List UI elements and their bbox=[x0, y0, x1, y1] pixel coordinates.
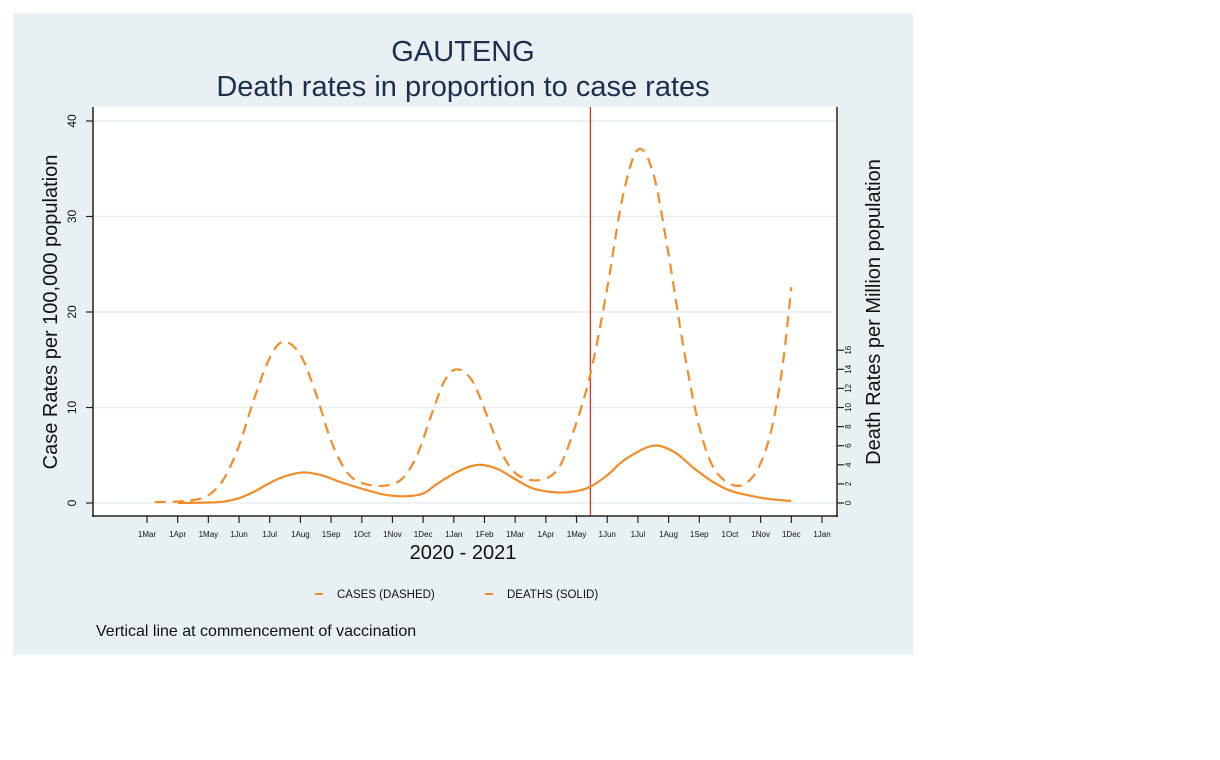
deaths-line bbox=[177, 444, 792, 505]
chart-note: Vertical line at commencement of vaccina… bbox=[96, 623, 416, 640]
x-tick-label: 1Sep bbox=[690, 530, 709, 539]
x-tick-label: 1Jun bbox=[599, 530, 616, 539]
y-right-tick-label: 14 bbox=[844, 364, 853, 373]
y-tick-label: 10 bbox=[65, 401, 79, 415]
y-axis-left-title: Case Rates per 100,000 population bbox=[40, 155, 62, 470]
y-right-tick-label: 6 bbox=[844, 443, 853, 448]
x-tick-label: 1Feb bbox=[475, 530, 494, 539]
x-tick-label: 1Sep bbox=[322, 530, 341, 539]
series-group bbox=[154, 147, 793, 505]
x-tick-label: 1Aug bbox=[659, 530, 678, 539]
x-tick-label: 1Jun bbox=[230, 530, 247, 539]
y-tick-label: 20 bbox=[65, 305, 79, 319]
y-right-tick-label: 2 bbox=[844, 481, 853, 486]
x-tick-label: 1May bbox=[199, 530, 219, 539]
chart-title: GAUTENG bbox=[391, 36, 534, 68]
x-tick-label: 1Nov bbox=[383, 530, 402, 539]
x-tick-label: 1Oct bbox=[353, 530, 371, 539]
x-tick-label: 1Jan bbox=[813, 530, 830, 539]
x-tick-label: 1Jul bbox=[262, 530, 277, 539]
y-right-tick-label: 8 bbox=[844, 424, 853, 429]
x-tick-label: 1Dec bbox=[782, 530, 801, 539]
x-tick-label: 1Oct bbox=[722, 530, 740, 539]
x-tick-label: 1Dec bbox=[414, 530, 433, 539]
y-right-tick-label: 12 bbox=[844, 383, 853, 392]
x-tick-label: 1Mar bbox=[138, 530, 157, 539]
x-tick-label: 1Nov bbox=[751, 530, 770, 539]
figure: GAUTENG Death rates in proportion to cas… bbox=[13, 13, 913, 655]
y-right-tick-label: 10 bbox=[844, 403, 853, 412]
y-tick-label: 30 bbox=[65, 210, 79, 224]
y-axis-right-ticks: 0 2 4 6 8 10 12 14 16 bbox=[837, 345, 853, 505]
x-axis-title: 2020 - 2021 bbox=[410, 542, 517, 564]
x-tick-label: 1Jan bbox=[445, 530, 462, 539]
x-tick-label: 1Apr bbox=[169, 530, 186, 539]
y-right-tick-label: 4 bbox=[844, 462, 853, 467]
y-tick-label: 40 bbox=[65, 114, 79, 128]
chart: GAUTENG Death rates in proportion to cas… bbox=[40, 36, 885, 640]
x-tick-label: 1Apr bbox=[537, 530, 554, 539]
chart-subtitle: Death rates in proportion to case rates bbox=[216, 71, 709, 103]
y-tick-label: 0 bbox=[65, 499, 79, 506]
x-tick-label: 1Mar bbox=[506, 530, 525, 539]
x-tick-label: 1May bbox=[567, 530, 587, 539]
x-tick-label: 1Aug bbox=[291, 530, 310, 539]
cases-line bbox=[154, 147, 793, 504]
y-axis-left-ticks: 0 10 20 30 40 bbox=[65, 114, 93, 506]
legend: CASES (DASHED) DEATHS (SOLID) bbox=[315, 589, 598, 601]
y-axis-right-title: Death Rates per Million population bbox=[863, 159, 885, 465]
legend-cases-label: CASES (DASHED) bbox=[337, 589, 435, 601]
x-axis-ticks: 1Mar 1Apr 1May 1Jun 1Jul 1Aug 1Sep 1Oct 1Nov 1Dec… bbox=[138, 516, 831, 539]
y-right-tick-label: 16 bbox=[844, 345, 853, 354]
x-tick-label: 1Jul bbox=[631, 530, 646, 539]
legend-deaths-label: DEATHS (SOLID) bbox=[507, 589, 598, 601]
y-right-tick-label: 0 bbox=[844, 500, 853, 505]
